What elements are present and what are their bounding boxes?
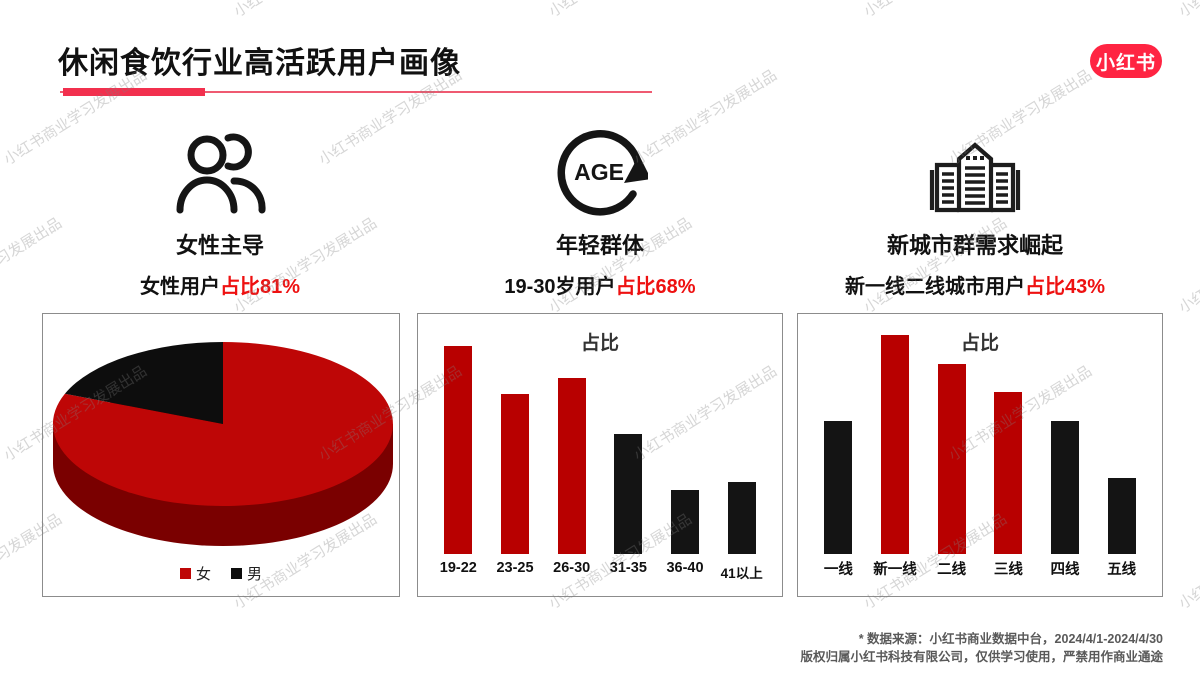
bar	[1107, 478, 1136, 554]
watermark-text: 小红书商业学习发展出品	[229, 0, 380, 21]
bar-label: 41以上	[720, 566, 763, 581]
pie-legend: 女男	[43, 563, 399, 584]
legend-item: 男	[231, 563, 262, 584]
bar	[824, 421, 853, 554]
bar-label: 26-30	[553, 560, 591, 576]
age-cycle-icon: AGE	[552, 122, 648, 220]
svg-text:AGE: AGE	[574, 159, 624, 185]
bar-label: 五线	[1107, 561, 1137, 578]
legend-swatch	[179, 568, 191, 579]
age-bar-chart: 占比 19-22 23-25 26-30 31-35 36-40 41以上	[417, 313, 783, 597]
title-underline-accent	[63, 88, 205, 96]
highlight-column-city: 新城市群需求崛起 新一线二线城市用户占比43%	[810, 122, 1140, 299]
legend-label: 女	[195, 566, 211, 583]
legend-item: 女	[179, 563, 211, 584]
bar-column: 一线	[810, 314, 867, 582]
city-buildings-icon	[919, 122, 1031, 220]
bar-label: 新一线	[873, 561, 917, 578]
footer-note: * 数据来源：小红书商业数据中台，2024/4/1-2024/4/30 版权归属…	[800, 630, 1163, 668]
bar	[1051, 421, 1080, 554]
highlight-label: 年轻群体	[555, 233, 644, 258]
footer-copyright: 版权归属小红书科技有限公司，仅供学习使用，严禁用作商业通途	[800, 650, 1163, 665]
title-underline	[60, 88, 652, 96]
city-bars: 一线 新一线 二线 三线 四线 五线	[810, 314, 1150, 582]
city-bar-chart: 占比 一线 新一线 二线 三线 四线 五线	[797, 313, 1163, 597]
gender-pie-chart: 女男	[42, 313, 400, 597]
claim-prefix: 19-30岁用户	[504, 276, 616, 298]
watermark-text: 小红书商业学习发展出品	[1174, 0, 1200, 21]
bar-label: 四线	[1050, 561, 1080, 578]
xiaohongshu-logo: 小红书	[1090, 44, 1162, 78]
claim-highlight: 占比81%	[219, 276, 301, 298]
bar	[614, 434, 643, 554]
bar	[671, 490, 700, 554]
bar-column: 36-40	[657, 314, 714, 582]
claim-prefix: 女性用户	[139, 276, 220, 298]
pie-slice-male	[64, 342, 224, 424]
pie-slice-female	[52, 342, 393, 506]
bar-label: 一线	[823, 561, 853, 578]
bar-column: 23-25	[487, 314, 544, 582]
page-title: 休闲食饮行业高活跃用户画像	[58, 47, 461, 80]
watermark-text: 小红书商业学习发展出品	[544, 0, 695, 21]
bar	[881, 335, 909, 554]
claim-highlight: 占比68%	[615, 276, 696, 298]
bar	[727, 482, 756, 554]
watermark-text: 小红书商业学习发展出品	[859, 0, 1010, 21]
bar-column: 19-22	[430, 314, 487, 582]
bar-column: 26-30	[543, 314, 600, 582]
highlight-label: 女性主导	[175, 233, 264, 258]
bar	[444, 346, 473, 554]
bar-label: 31-35	[609, 560, 647, 576]
watermark-text: 小红书商业学习发展出品	[1176, 510, 1200, 613]
bar	[557, 378, 586, 554]
chart-title: 占比	[580, 333, 619, 354]
bar	[937, 364, 966, 554]
bar-label: 三线	[993, 561, 1023, 578]
highlight-claim: 新一线二线城市用户占比43%	[845, 270, 1105, 299]
bar	[501, 394, 529, 554]
legend-swatch	[231, 568, 242, 579]
bar-column: 五线	[1093, 314, 1150, 582]
bar-column: 31-35	[600, 314, 657, 582]
bar	[994, 392, 1023, 554]
age-bars: 19-22 23-25 26-30 31-35 36-40 41以上	[430, 314, 770, 582]
bar-column: 新一线	[867, 314, 924, 582]
bar-column: 四线	[1037, 314, 1094, 582]
bar-column: 二线	[923, 314, 980, 582]
bar-label: 23-25	[496, 560, 534, 576]
watermark-text: 小红书商业学习发展出品	[0, 0, 66, 21]
people-icon	[170, 122, 270, 220]
highlight-column-age: AGE 年轻群体 19-30岁用户占比68%	[440, 122, 760, 299]
bar-label: 二线	[937, 561, 967, 578]
footer-source: * 数据来源：小红书商业数据中台，2024/4/1-2024/4/30	[858, 631, 1163, 646]
highlight-label: 新城市群需求崛起	[886, 233, 1063, 258]
highlight-column-female: 女性主导 女性用户占比81%	[60, 122, 380, 299]
highlight-claim: 19-30岁用户占比68%	[504, 270, 695, 299]
pie-3d	[52, 342, 393, 546]
claim-highlight: 占比43%	[1024, 276, 1106, 298]
highlights-row: 女性主导 女性用户占比81% AGE 年轻群体 19-30岁用户占比68%	[0, 122, 1200, 302]
claim-prefix: 新一线二线城市用户	[844, 276, 1025, 298]
highlight-claim: 女性用户占比81%	[140, 270, 300, 299]
chart-title: 占比	[960, 333, 999, 354]
bar-label: 36-40	[666, 560, 704, 576]
bar-label: 19-22	[439, 560, 477, 576]
bar-column: 三线	[980, 314, 1037, 582]
bar-column: 41以上	[713, 314, 770, 582]
legend-label: 男	[247, 566, 263, 583]
